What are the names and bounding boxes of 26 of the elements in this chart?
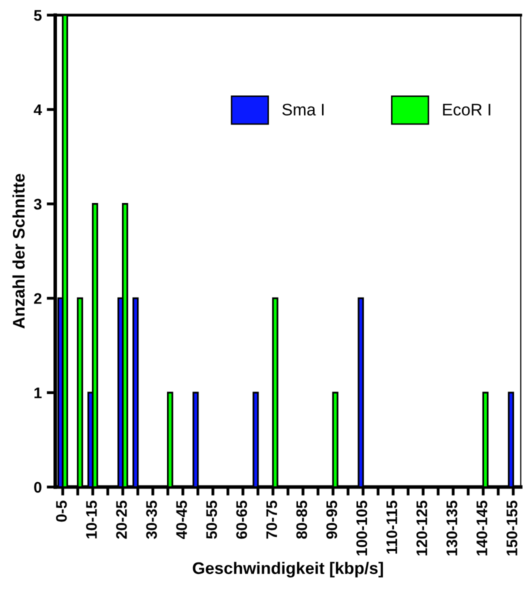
y-tick-label: 3: [34, 198, 42, 210]
x-tick-label: 140-145: [476, 500, 488, 556]
legend-label: Sma I: [282, 104, 324, 116]
legend-label: EcoR I: [443, 104, 490, 116]
x-tick-label: 110-115: [386, 500, 398, 554]
y-tick-label: 5: [34, 10, 42, 21]
x-tick-label: 10-15: [86, 500, 97, 538]
y-tick-label: 4: [34, 104, 42, 116]
x-tick-label: 40-45: [176, 500, 187, 540]
x-tick-label: 70-75: [266, 500, 278, 539]
x-tick-label: 0-5: [56, 500, 67, 522]
x-axis-title: Geschwindigkeit [kbp/s]: [192, 562, 383, 578]
x-tick-label: 90-95: [326, 500, 338, 539]
x-tick-label: 20-25: [116, 500, 127, 539]
y-tick-label: 1: [34, 388, 42, 398]
y-axis-title: Anzahl der Schnitte: [12, 174, 25, 328]
x-tick-label: 150-155: [506, 500, 518, 556]
x-tick-label: 30-35: [146, 500, 157, 539]
x-tick-label: 50-55: [206, 500, 218, 539]
x-tick-label: 120-125: [416, 500, 428, 556]
y-tick-label: 0: [34, 482, 42, 493]
x-tick-label: 100-105: [356, 500, 368, 556]
x-tick-label: 80-85: [296, 500, 308, 539]
x-tick-label: 130-135: [446, 500, 458, 556]
x-tick-label: 60-65: [236, 500, 248, 539]
y-tick-label: 2: [34, 293, 42, 304]
